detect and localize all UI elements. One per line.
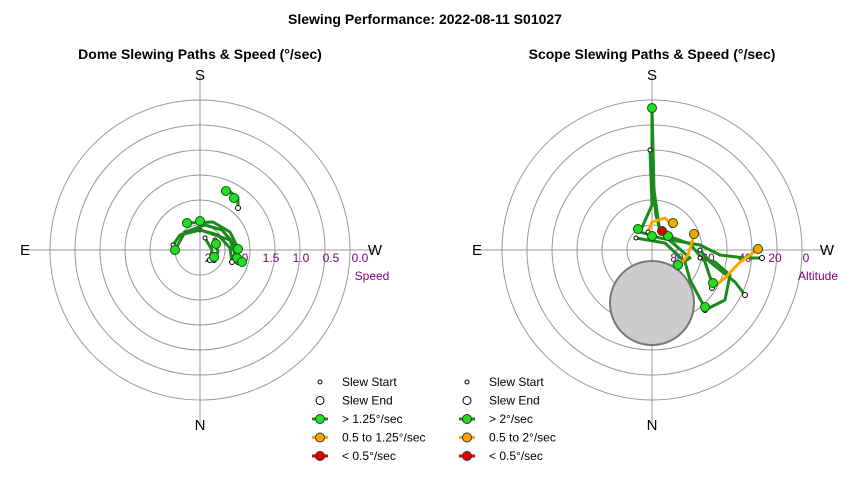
compass-label-left: E <box>20 242 30 259</box>
legend-label: 0.5 to 1.25°/sec <box>342 431 426 445</box>
legend-label: > 2°/sec <box>489 412 533 426</box>
radial-tick-label: 0.5 <box>323 251 340 265</box>
legend-label: Slew Start <box>489 375 544 389</box>
dome-panel: Dome Slewing Paths & Speed (°/sec)SNEW22… <box>20 46 426 463</box>
legend-label: 0.5 to 2°/sec <box>489 431 556 445</box>
legend-end-symbol <box>462 396 472 405</box>
speed-marker <box>689 229 699 239</box>
speed-marker <box>753 244 763 254</box>
radial-tick-label: 0 <box>803 251 810 265</box>
legend-label: Slew End <box>489 394 540 408</box>
speed-marker <box>237 257 247 267</box>
speed-marker <box>647 103 657 113</box>
compass-label-top: S <box>647 67 657 84</box>
legend-label: Slew End <box>342 394 393 408</box>
speed-marker <box>182 218 192 228</box>
radial-tick-label: 1.5 <box>263 251 280 265</box>
scope-panel: Scope Slewing Paths & Speed (°/sec)SNE W8… <box>459 46 838 463</box>
slew-path <box>710 248 759 290</box>
slew-path <box>698 248 747 297</box>
legend-marker-symbol <box>462 414 472 424</box>
legend-label: Slew Start <box>342 375 397 389</box>
legend-label: < 0.5°/sec <box>489 449 543 463</box>
speed-marker <box>209 252 219 262</box>
radial-axis-label: Speed <box>355 269 390 283</box>
legend-start-symbol <box>317 379 323 385</box>
legend-marker-symbol <box>315 414 325 424</box>
slew-path <box>698 256 732 312</box>
slew-end-marker <box>235 205 241 211</box>
speed-marker <box>708 278 718 288</box>
slew-end-marker <box>759 255 765 261</box>
radial-tick-label: 20 <box>768 251 782 265</box>
compass-label-right: W <box>368 242 383 259</box>
legend-label: > 1.25°/sec <box>342 412 403 426</box>
speed-marker <box>668 218 678 228</box>
speed-marker <box>233 244 243 254</box>
speed-marker <box>195 216 205 226</box>
zenith-exclusion-zone <box>609 260 695 346</box>
radial-tick-label: 1.0 <box>293 251 310 265</box>
speed-marker <box>170 245 180 255</box>
speed-marker <box>221 186 231 196</box>
compass-label-bottom: N <box>647 417 658 434</box>
slew-start-marker <box>647 147 653 153</box>
radial-tick-label: 0.0 <box>352 251 369 265</box>
radial-axis-label: Altitude <box>798 269 838 283</box>
speed-marker <box>657 226 667 236</box>
panel-subtitle: Scope Slewing Paths & Speed (°/sec) <box>529 46 776 62</box>
slew-path <box>678 233 696 267</box>
slew-path <box>171 228 234 264</box>
compass-label-left: E <box>472 242 482 259</box>
slew-start-marker <box>202 235 208 241</box>
slew-start-marker <box>633 235 639 241</box>
legend-end-symbol <box>315 396 325 405</box>
legend-label: < 0.5°/sec <box>342 449 396 463</box>
legend-marker-symbol <box>462 432 472 443</box>
speed-marker <box>211 239 221 249</box>
compass-label-top: S <box>195 67 205 84</box>
compass-label-right: W <box>820 242 835 259</box>
panel-subtitle: Dome Slewing Paths & Speed (°/sec) <box>78 46 322 62</box>
slew-start-marker <box>697 247 703 253</box>
speed-marker <box>633 224 643 234</box>
chart-title: Slewing Performance: 2022-08-11 S01027 <box>288 11 562 27</box>
slew-start-marker <box>697 255 703 261</box>
slew-path <box>638 148 764 260</box>
legend-marker-symbol <box>315 451 325 461</box>
speed-marker <box>647 231 657 241</box>
legend-start-symbol <box>464 379 470 385</box>
speed-marker <box>700 302 710 312</box>
speed-marker <box>229 193 239 203</box>
slew-path <box>650 106 714 285</box>
legend-marker-symbol <box>462 451 472 461</box>
compass-label-bottom: N <box>195 417 206 434</box>
speed-marker <box>673 260 683 270</box>
legend-marker-symbol <box>315 432 325 443</box>
slew-end-marker <box>742 292 748 298</box>
